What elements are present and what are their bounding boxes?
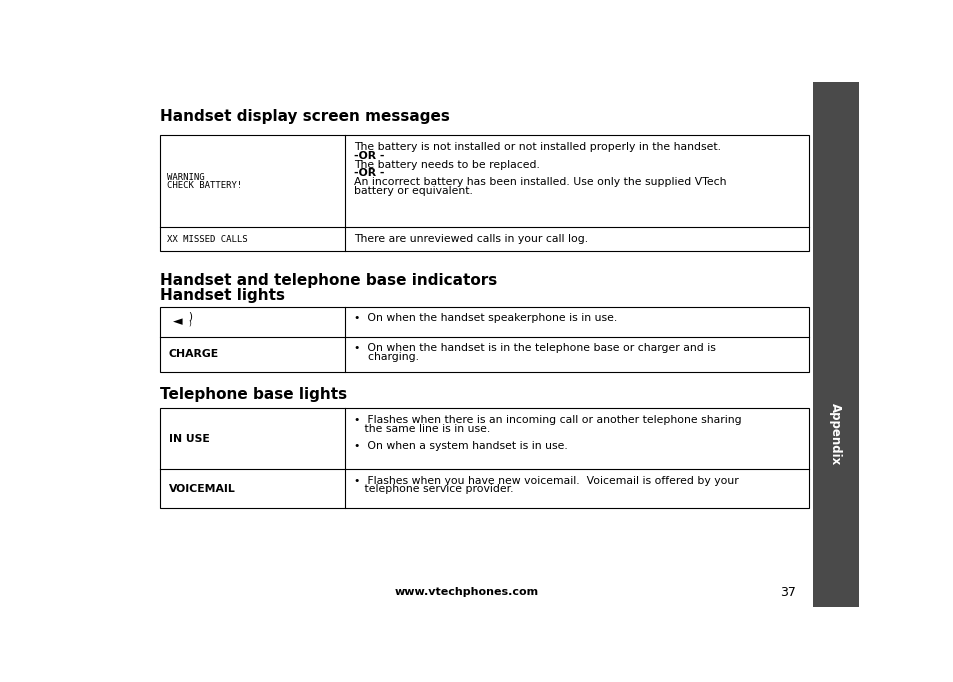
FancyBboxPatch shape: [812, 82, 858, 607]
Text: Handset and telephone base indicators: Handset and telephone base indicators: [160, 273, 497, 288]
Text: •  On when a system handset is in use.: • On when a system handset is in use.: [354, 441, 567, 451]
Text: Telephone base lights: Telephone base lights: [160, 387, 347, 402]
Text: the same line is in use.: the same line is in use.: [354, 424, 490, 434]
Text: •  Flashes when you have new voicemail.  Voicemail is offered by your: • Flashes when you have new voicemail. V…: [354, 476, 738, 486]
FancyBboxPatch shape: [160, 136, 808, 251]
Text: ): ): [188, 319, 191, 326]
FancyBboxPatch shape: [160, 409, 808, 508]
Text: ◄: ◄: [173, 315, 183, 328]
Text: IN USE: IN USE: [169, 434, 210, 444]
Text: VOICEMAIL: VOICEMAIL: [169, 484, 235, 494]
Text: XX MISSED CALLS: XX MISSED CALLS: [167, 235, 248, 243]
Text: www.vtechphones.com: www.vtechphones.com: [395, 587, 538, 597]
Text: •  Flashes when there is an incoming call or another telephone sharing: • Flashes when there is an incoming call…: [354, 415, 740, 426]
Text: CHECK BATTERY!: CHECK BATTERY!: [167, 181, 242, 190]
Text: Handset lights: Handset lights: [160, 288, 285, 303]
Text: -OR -: -OR -: [354, 151, 384, 161]
Text: The battery needs to be replaced.: The battery needs to be replaced.: [354, 160, 539, 170]
Text: CHARGE: CHARGE: [169, 349, 218, 359]
Text: The battery is not installed or not installed properly in the handset.: The battery is not installed or not inst…: [354, 143, 720, 152]
Text: WARNING: WARNING: [167, 173, 205, 181]
Text: An incorrect battery has been installed. Use only the supplied VTech: An incorrect battery has been installed.…: [354, 177, 725, 187]
FancyBboxPatch shape: [160, 307, 808, 372]
Text: charging.: charging.: [354, 352, 418, 362]
Text: •  On when the handset speakerphone is in use.: • On when the handset speakerphone is in…: [354, 314, 617, 323]
Text: There are unreviewed calls in your call log.: There are unreviewed calls in your call …: [354, 234, 587, 244]
Text: ): ): [188, 312, 192, 322]
Text: telephone service provider.: telephone service provider.: [354, 484, 513, 494]
Text: battery or equivalent.: battery or equivalent.: [354, 186, 472, 196]
Text: Appendix: Appendix: [828, 402, 841, 465]
Text: -OR -: -OR -: [354, 168, 384, 178]
Text: •  On when the handset is in the telephone base or charger and is: • On when the handset is in the telephon…: [354, 343, 715, 353]
Text: 37: 37: [780, 586, 796, 599]
Text: Handset display screen messages: Handset display screen messages: [160, 109, 449, 124]
